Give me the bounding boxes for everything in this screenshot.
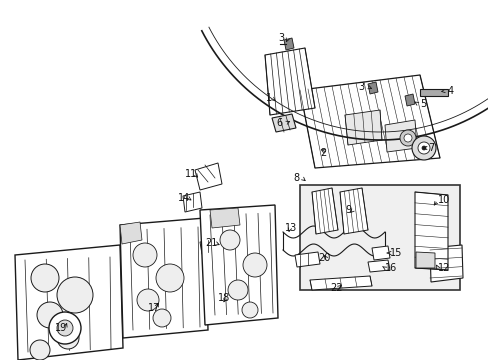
Polygon shape bbox=[120, 218, 207, 338]
Circle shape bbox=[57, 277, 93, 313]
Text: 12: 12 bbox=[437, 263, 449, 273]
Polygon shape bbox=[371, 246, 389, 260]
Circle shape bbox=[399, 130, 415, 146]
Text: 17: 17 bbox=[148, 303, 160, 313]
Text: 4: 4 bbox=[447, 86, 453, 96]
Circle shape bbox=[242, 302, 258, 318]
Polygon shape bbox=[415, 252, 434, 268]
Circle shape bbox=[227, 280, 247, 300]
Polygon shape bbox=[284, 38, 293, 50]
Polygon shape bbox=[200, 238, 234, 254]
Polygon shape bbox=[299, 75, 439, 168]
Polygon shape bbox=[367, 260, 389, 272]
Text: 15: 15 bbox=[389, 248, 402, 258]
Text: 13: 13 bbox=[285, 223, 297, 233]
Circle shape bbox=[403, 134, 411, 142]
Circle shape bbox=[243, 253, 266, 277]
Text: 21: 21 bbox=[204, 238, 217, 248]
Text: 14: 14 bbox=[178, 193, 190, 203]
Circle shape bbox=[37, 302, 63, 328]
Text: 18: 18 bbox=[218, 293, 230, 303]
Polygon shape bbox=[264, 48, 314, 115]
Polygon shape bbox=[384, 120, 416, 152]
Text: 1: 1 bbox=[265, 93, 271, 103]
Circle shape bbox=[57, 327, 79, 349]
Polygon shape bbox=[404, 94, 414, 106]
Polygon shape bbox=[339, 188, 367, 234]
Text: 5: 5 bbox=[419, 99, 426, 109]
Polygon shape bbox=[195, 163, 222, 190]
Text: 3: 3 bbox=[357, 82, 364, 92]
Circle shape bbox=[153, 309, 171, 327]
Text: 10: 10 bbox=[437, 195, 449, 205]
Bar bbox=[299, 185, 459, 290]
Text: 11: 11 bbox=[184, 169, 197, 179]
Polygon shape bbox=[429, 245, 462, 282]
Text: 16: 16 bbox=[384, 263, 396, 273]
Text: 9: 9 bbox=[345, 205, 350, 215]
Text: 19: 19 bbox=[55, 323, 67, 333]
Text: 8: 8 bbox=[293, 173, 299, 183]
Circle shape bbox=[156, 264, 183, 292]
Text: 3: 3 bbox=[278, 33, 284, 43]
Text: 20: 20 bbox=[317, 253, 330, 263]
Polygon shape bbox=[183, 192, 202, 212]
Polygon shape bbox=[345, 110, 381, 145]
Text: 22: 22 bbox=[329, 283, 342, 293]
Polygon shape bbox=[367, 82, 377, 94]
Polygon shape bbox=[419, 89, 447, 96]
Polygon shape bbox=[294, 252, 319, 267]
Polygon shape bbox=[309, 276, 371, 290]
Text: 2: 2 bbox=[319, 148, 325, 158]
Circle shape bbox=[421, 146, 425, 150]
Polygon shape bbox=[414, 192, 447, 270]
Circle shape bbox=[137, 289, 159, 311]
Circle shape bbox=[417, 142, 429, 154]
Polygon shape bbox=[311, 188, 337, 234]
Circle shape bbox=[133, 243, 157, 267]
Polygon shape bbox=[209, 208, 240, 228]
Polygon shape bbox=[200, 205, 278, 325]
Circle shape bbox=[57, 320, 73, 336]
Text: 6: 6 bbox=[275, 118, 282, 128]
Text: 7: 7 bbox=[427, 143, 433, 153]
Circle shape bbox=[31, 264, 59, 292]
Circle shape bbox=[30, 340, 50, 360]
Polygon shape bbox=[120, 222, 142, 244]
Polygon shape bbox=[15, 245, 123, 360]
Circle shape bbox=[411, 136, 435, 160]
Circle shape bbox=[49, 312, 81, 344]
Polygon shape bbox=[271, 114, 295, 132]
Circle shape bbox=[220, 230, 240, 250]
